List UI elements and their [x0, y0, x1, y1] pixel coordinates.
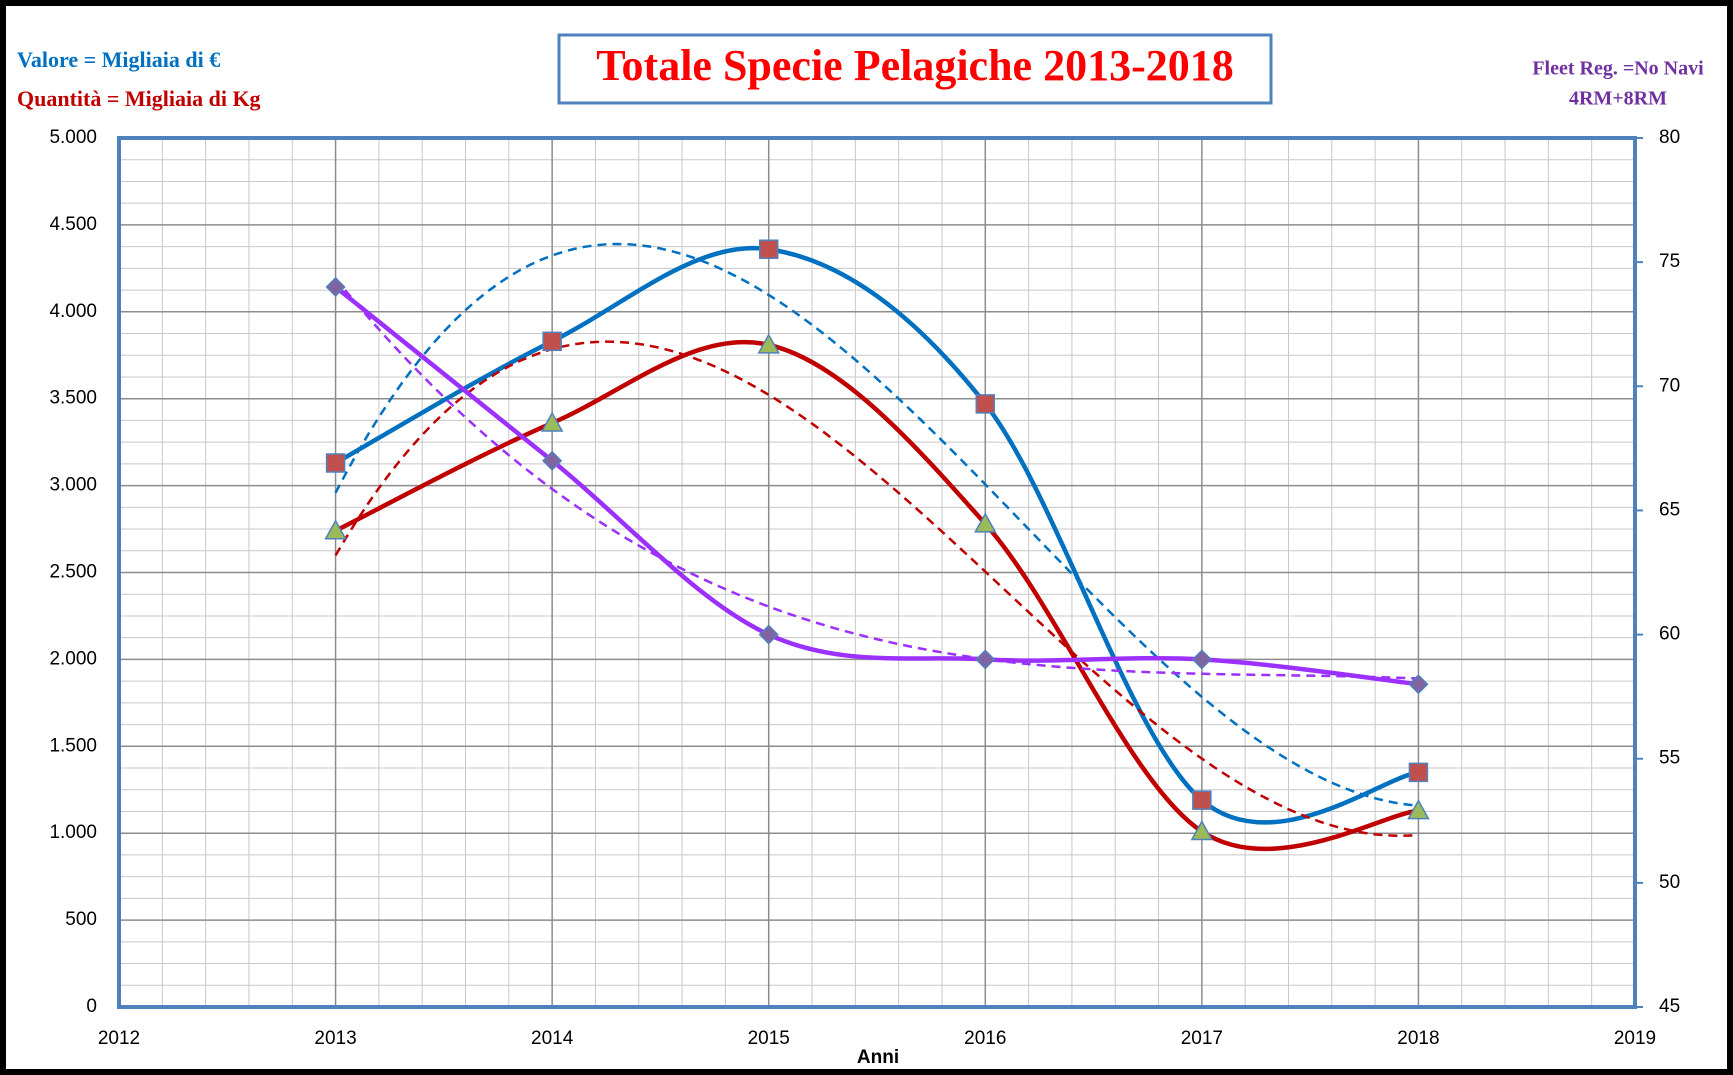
- trendline: [334, 277, 1419, 680]
- marker: [542, 450, 563, 471]
- y2-tick-label: 75: [1659, 251, 1680, 272]
- series-line: [334, 339, 1419, 852]
- x-tick-label: 2015: [748, 1028, 790, 1049]
- marker: [758, 624, 779, 645]
- y-tick-label: 2.000: [49, 648, 97, 669]
- y2-tick-label: 55: [1659, 748, 1680, 769]
- x-tick-label: 2017: [1181, 1028, 1223, 1049]
- y-tick-label: 2.500: [49, 562, 97, 583]
- marker: [542, 331, 562, 352]
- marker: [1190, 819, 1214, 841]
- annotation: Quantità = Migliaia di Kg: [17, 86, 261, 111]
- y2-tick-label: 45: [1659, 996, 1680, 1017]
- y-tick-label: 1.000: [49, 822, 97, 843]
- chart-title: Totale Specie Pelagiche 2013-2018: [596, 41, 1234, 90]
- y-tick-label: 500: [65, 909, 97, 930]
- annotation: Valore = Migliaia di €: [17, 47, 220, 72]
- trendline: [334, 242, 1419, 807]
- marker: [757, 333, 780, 354]
- marker: [324, 519, 347, 540]
- marker: [1192, 790, 1212, 810]
- y-tick-label: 5.000: [49, 127, 97, 148]
- x-tick-label: 2018: [1397, 1028, 1439, 1049]
- y-tick-label: 0: [86, 996, 97, 1017]
- y-tick-label: 3.500: [49, 388, 97, 409]
- x-tick-label: 2012: [98, 1028, 140, 1049]
- y-tick-label: 1.500: [49, 735, 97, 756]
- marker: [1408, 674, 1429, 695]
- annotation: 4RM+8RM: [1569, 88, 1667, 110]
- title-box: [557, 33, 1273, 105]
- y-tick-label: 4.500: [49, 214, 97, 235]
- x-tick-label: 2013: [314, 1028, 356, 1049]
- marker: [1407, 799, 1430, 820]
- marker: [1408, 762, 1429, 783]
- y2-tick-label: 60: [1659, 624, 1680, 645]
- x-tick-label: 2016: [964, 1028, 1006, 1049]
- series-line: [334, 285, 1419, 687]
- y2-tick-label: 50: [1659, 872, 1680, 893]
- marker: [325, 276, 346, 298]
- marker: [540, 411, 564, 432]
- y2-tick-label: 80: [1659, 127, 1680, 148]
- marker: [1191, 649, 1212, 670]
- marker: [325, 453, 346, 473]
- marker: [974, 512, 997, 533]
- y-tick-label: 4.000: [49, 301, 97, 322]
- x-tick-label: 2019: [1614, 1028, 1656, 1049]
- y2-tick-label: 65: [1659, 499, 1680, 520]
- x-tick-label: 2014: [531, 1028, 574, 1049]
- y-tick-label: 3.000: [49, 475, 97, 496]
- trendline: [334, 340, 1419, 837]
- marker: [975, 394, 996, 414]
- plot-border: [117, 136, 1637, 1009]
- annotation: Fleet Reg. =No Navi: [1532, 58, 1704, 80]
- y2-tick-label: 70: [1659, 375, 1680, 396]
- marker: [758, 239, 779, 259]
- marker: [975, 649, 996, 670]
- x-axis-label: Anni: [857, 1047, 899, 1068]
